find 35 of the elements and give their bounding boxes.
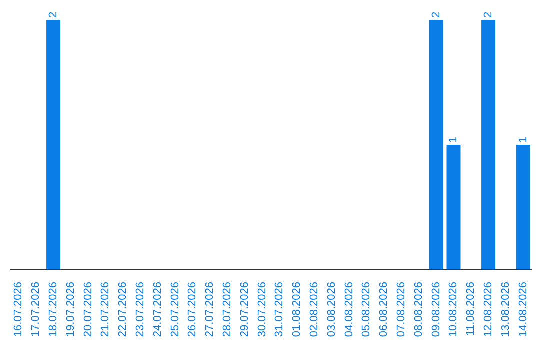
data-label: 1	[448, 136, 460, 143]
x-tick-label: 01.08.2026	[291, 282, 304, 338]
x-tick-label: 21.07.2026	[100, 282, 112, 338]
x-tick-label: 12.08.2026	[482, 282, 494, 338]
x-tick-label: 20.07.2026	[82, 282, 94, 338]
x-tick-label: 14.08.2026	[517, 282, 530, 338]
x-tick-label: 03.08.2026	[326, 282, 338, 338]
x-tick-label: 16.07.2026	[12, 282, 25, 338]
x-tick-label: 29.07.2026	[238, 282, 251, 338]
x-tick-label: 23.07.2026	[134, 282, 146, 338]
x-tick-label: 04.08.2026	[343, 282, 356, 338]
x-tick-label: 26.07.2026	[186, 282, 199, 338]
x-tick-label: 02.08.2026	[308, 282, 320, 338]
x-tick-label: 27.07.2026	[204, 282, 216, 338]
x-tick-label: 24.07.2026	[152, 282, 164, 338]
x-tick-label: 11.08.2026	[465, 282, 478, 336]
x-tick-label: 19.07.2026	[64, 282, 77, 338]
x-tick-label: 17.07.2026	[30, 282, 42, 338]
x-tick-label: 25.07.2026	[169, 282, 182, 338]
x-tick-label: 09.08.2026	[430, 282, 442, 338]
x-tick-label: 05.08.2026	[360, 282, 373, 338]
x-tick-label: 31.07.2026	[274, 282, 286, 338]
x-tick-label: 18.07.2026	[48, 282, 60, 338]
data-label: 1	[517, 136, 530, 143]
x-tick-label: 06.08.2026	[378, 282, 390, 338]
x-tick-label: 08.08.2026	[412, 282, 425, 338]
x-tick-label: 07.08.2026	[396, 282, 408, 338]
data-label: 2	[430, 12, 442, 18]
x-tick-label: 13.08.2026	[500, 282, 512, 338]
x-tick-label: 10.08.2026	[448, 282, 460, 338]
x-tick-label: 28.07.2026	[222, 282, 234, 338]
data-label: 2	[482, 12, 495, 18]
data-label: 2	[48, 12, 60, 18]
x-tick-label: 30.07.2026	[256, 282, 268, 338]
x-tick-label: 22.07.2026	[117, 282, 130, 338]
